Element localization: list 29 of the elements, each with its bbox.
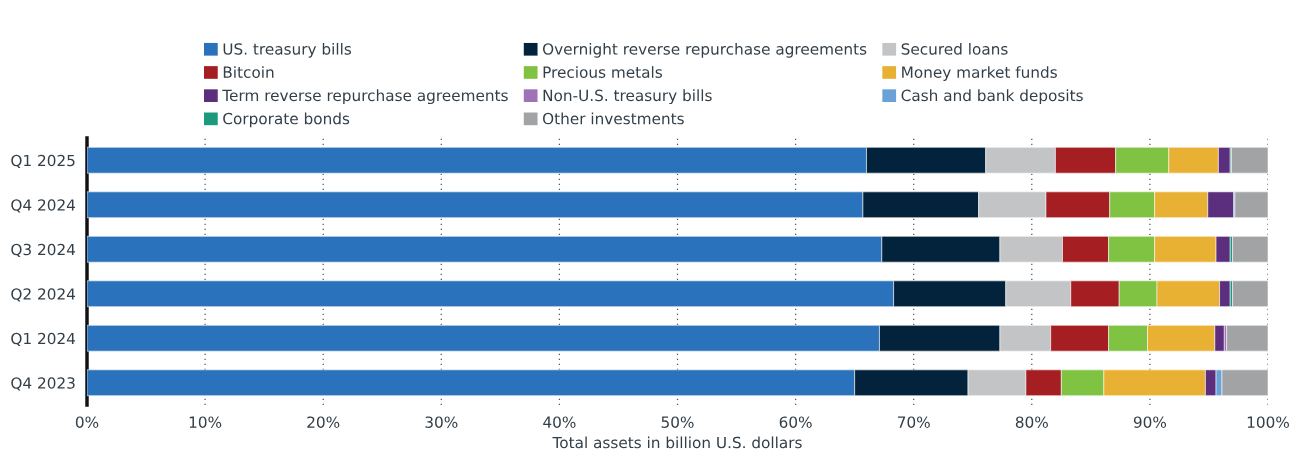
x-tick-label: 10%: [189, 416, 222, 428]
legend-label: Term reverse repurchase agreements: [222, 89, 508, 105]
x-tick-label: 90%: [1133, 416, 1167, 428]
legend-label: Non-U.S. treasury bills: [543, 89, 712, 105]
y-tick-label: Q1 2024: [11, 332, 76, 347]
x-tick-label: 0%: [75, 416, 99, 428]
legend-label: Bitcoin: [223, 66, 274, 78]
y-tick-label: Q2 2024: [11, 288, 76, 302]
legend-label: Corporate bonds: [223, 112, 350, 128]
x-tick-label: 50%: [661, 416, 694, 428]
legend-label: Money market funds: [902, 66, 1057, 81]
x-tick-label: 80%: [1015, 416, 1048, 428]
x-tick-label: 100%: [1247, 416, 1289, 428]
legend-label: Secured loans: [901, 42, 1008, 55]
legend-label: Other investments: [542, 112, 684, 125]
legend-label: Precious metals: [543, 66, 662, 78]
legend-label: US. treasury bills: [223, 42, 352, 58]
x-tick-label: 20%: [307, 416, 340, 428]
y-tick-label: Q3 2024: [11, 243, 76, 258]
legend-label: Overnight reverse repurchase agreements: [542, 42, 867, 58]
x-axis-title: Total assets in billion U.S. dollars: [552, 436, 802, 449]
y-tick-label: Q4 2023: [11, 377, 75, 391]
x-tick-label: 70%: [897, 416, 930, 428]
legend-label: Cash and bank deposits: [901, 89, 1083, 105]
x-tick-label: 40%: [543, 416, 576, 428]
x-tick-label: 30%: [425, 416, 458, 428]
x-tick-label: 60%: [779, 416, 812, 428]
y-tick-label: Q1 2025: [11, 154, 75, 169]
y-tick-label: Q4 2024: [11, 199, 76, 213]
